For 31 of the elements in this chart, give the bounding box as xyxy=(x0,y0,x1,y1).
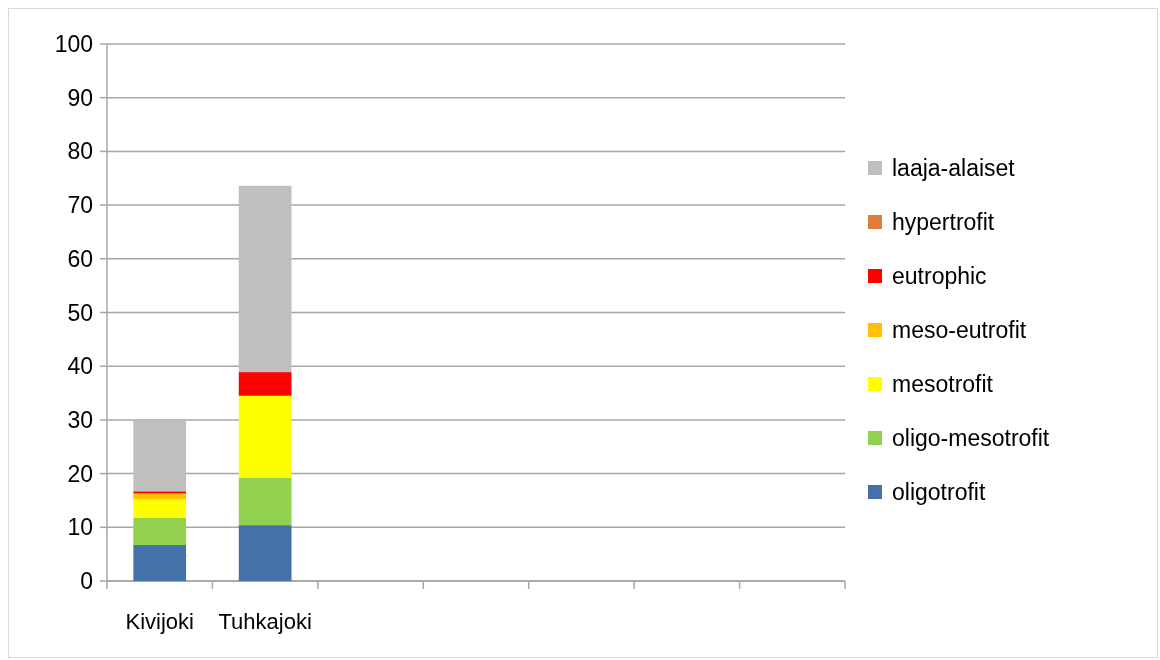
y-tick-label: 30 xyxy=(67,406,93,433)
y-tick-label: 80 xyxy=(67,138,93,165)
x-tick-label: Kivijoki xyxy=(125,609,194,634)
y-tick-label: 0 xyxy=(80,568,93,595)
bar xyxy=(238,185,292,373)
legend-label: oligo-mesotrofit xyxy=(892,425,1050,452)
y-tick-label: 60 xyxy=(67,245,93,272)
y-tick-label: 40 xyxy=(67,353,93,380)
legend-label: hypertrofit xyxy=(892,209,995,236)
bar xyxy=(238,525,292,581)
legend-label: laaja-alaiset xyxy=(892,155,1016,182)
y-tick-label: 50 xyxy=(67,299,93,326)
bar xyxy=(133,420,187,492)
legend-label: eutrophic xyxy=(892,263,987,290)
y-tick-label: 90 xyxy=(67,84,93,111)
y-tick-label: 20 xyxy=(67,460,93,487)
y-tick-label: 10 xyxy=(67,514,93,541)
bar xyxy=(238,477,292,526)
x-tick-label: Tuhkajoki xyxy=(218,609,312,634)
bar xyxy=(238,372,292,396)
bar xyxy=(133,499,187,518)
bar xyxy=(133,491,187,494)
bar xyxy=(238,395,292,478)
legend-label: oligotrofit xyxy=(892,479,986,506)
legend-label: mesotrofit xyxy=(892,371,994,398)
bar xyxy=(133,493,187,500)
legend-label: meso-eutrofit xyxy=(892,317,1027,344)
bar xyxy=(133,517,187,546)
bar xyxy=(133,545,187,581)
y-tick-label: 70 xyxy=(67,192,93,219)
y-tick-label: 100 xyxy=(54,31,93,58)
